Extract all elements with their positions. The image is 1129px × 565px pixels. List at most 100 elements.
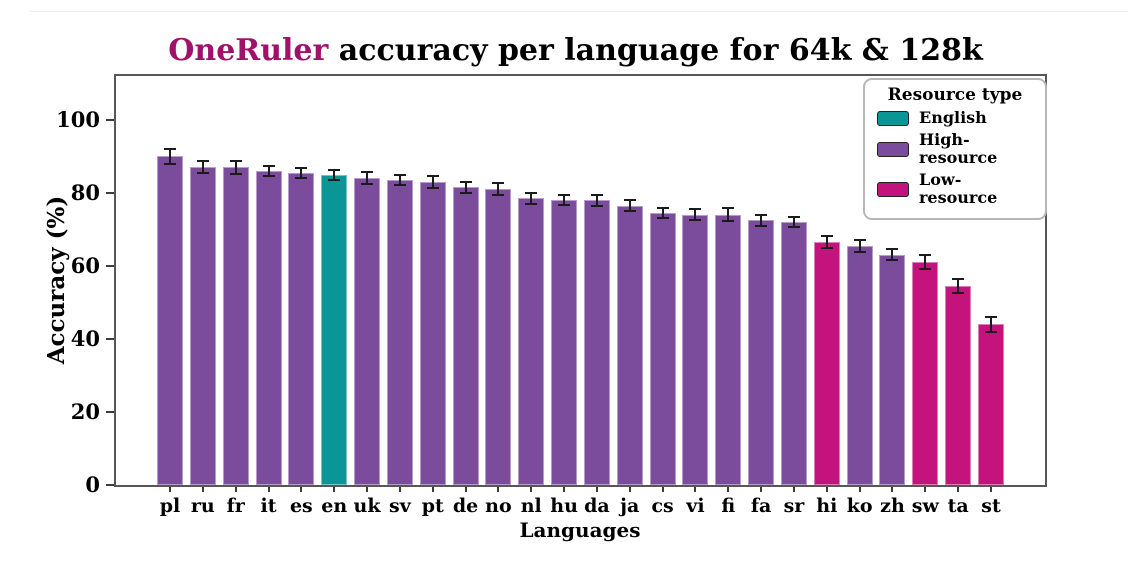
error-cap-bottom-st <box>985 330 997 333</box>
x-tick-label-es: es <box>289 495 313 517</box>
error-cap-top-vi <box>689 208 702 211</box>
x-tick-label-cs: cs <box>651 495 674 517</box>
x-tick-label-uk: uk <box>353 495 381 517</box>
error-cap-bottom-fi <box>722 220 735 223</box>
legend-box: Resource type English High-resource Low-re… <box>863 78 1047 220</box>
error-cap-top-it <box>262 164 275 167</box>
error-bar-ta <box>957 279 960 293</box>
error-cap-bottom-de <box>459 191 472 194</box>
y-tick-100 <box>106 118 114 121</box>
y-tick-label-20: 20 <box>70 398 100 424</box>
x-tick-label-nl: nl <box>520 495 542 517</box>
x-tick-fa <box>760 487 763 492</box>
y-tick-label-60: 60 <box>70 252 100 278</box>
error-bar-it <box>267 165 270 177</box>
x-tick-sv <box>398 487 401 492</box>
x-tick-label-de: de <box>452 495 479 517</box>
error-cap-bottom-ja <box>623 210 636 213</box>
error-bar-de <box>464 182 467 193</box>
error-bar-sr <box>792 216 795 228</box>
error-bar-en <box>333 169 336 180</box>
x-tick-label-pt: pt <box>421 495 444 517</box>
legend-swatch-english <box>877 110 909 126</box>
x-tick-sr <box>792 487 795 492</box>
error-cap-top-hu <box>558 194 571 197</box>
bar-fi <box>715 214 742 485</box>
error-bar-hu <box>563 195 566 206</box>
error-cap-bottom-zh <box>886 259 899 262</box>
error-cap-bottom-da <box>590 204 603 207</box>
error-cap-top-sv <box>393 173 406 176</box>
legend-swatch-high_resource <box>877 141 909 157</box>
error-cap-bottom-ta <box>952 291 965 294</box>
x-tick-fr <box>234 487 237 492</box>
bar-hu <box>551 200 578 485</box>
error-bar-es <box>300 167 303 178</box>
decorative-hairline <box>30 11 1128 12</box>
error-bar-vi <box>694 209 697 221</box>
bar-da <box>583 200 610 485</box>
error-cap-bottom-no <box>492 194 505 197</box>
x-tick-hi <box>825 487 828 492</box>
x-tick-pl <box>169 487 171 492</box>
error-cap-bottom-pt <box>426 186 439 189</box>
x-tick-label-ta: ta <box>947 495 969 517</box>
legend-label-english: English <box>919 108 987 127</box>
x-tick-label-sw: sw <box>911 495 939 517</box>
error-cap-top-no <box>492 182 505 185</box>
error-bar-fi <box>727 208 730 222</box>
error-cap-bottom-pl <box>164 162 176 165</box>
error-cap-top-fr <box>229 160 242 163</box>
error-bar-fr <box>234 161 237 174</box>
error-cap-bottom-fa <box>755 224 768 227</box>
error-cap-bottom-es <box>295 176 308 179</box>
error-cap-bottom-sr <box>787 226 800 229</box>
x-tick-label-da: da <box>584 495 610 517</box>
x-tick-label-fi: fi <box>721 495 736 517</box>
error-cap-top-en <box>328 168 341 171</box>
error-bar-no <box>497 183 500 196</box>
x-tick-fi <box>727 487 730 492</box>
x-tick-label-hu: hu <box>550 495 578 517</box>
x-tick-nl <box>530 487 533 492</box>
error-cap-bottom-hi <box>820 247 833 250</box>
error-cap-bottom-fr <box>229 172 242 175</box>
error-bar-cs <box>661 207 664 219</box>
bar-es <box>288 172 315 485</box>
legend-item-high_resource: High-resource <box>877 131 1037 167</box>
y-tick-80 <box>106 191 114 194</box>
error-cap-bottom-ko <box>853 251 866 254</box>
bar-ta <box>945 285 972 485</box>
bar-it <box>255 170 282 485</box>
y-tick-label-100: 100 <box>56 106 100 132</box>
error-cap-top-sr <box>787 215 800 218</box>
bar-sw <box>912 262 939 485</box>
error-bar-ru <box>201 161 204 174</box>
error-cap-top-cs <box>656 206 669 209</box>
x-tick-label-en: en <box>321 495 348 517</box>
x-tick-vi <box>694 487 697 492</box>
x-tick-sw <box>924 487 927 492</box>
y-tick-label-40: 40 <box>70 325 100 351</box>
y-tick-60 <box>106 264 114 267</box>
bar-ru <box>189 167 216 485</box>
error-bar-pt <box>431 176 434 188</box>
bar-de <box>452 187 479 485</box>
chart-title-accent: OneRuler <box>168 33 329 68</box>
x-tick-label-zh: zh <box>880 495 905 517</box>
error-bar-ko <box>858 239 861 253</box>
error-cap-top-ko <box>853 238 866 241</box>
legend-label-high_resource: High-resource <box>919 130 998 167</box>
error-bar-nl <box>530 192 533 205</box>
error-bar-uk <box>366 172 369 185</box>
x-tick-es <box>300 487 303 492</box>
legend-rows: English High-resource Low-resource <box>873 109 1037 207</box>
x-tick-ko <box>858 487 861 492</box>
bar-en <box>321 174 348 485</box>
x-tick-cs <box>661 487 664 492</box>
x-tick-label-hi: hi <box>816 495 838 517</box>
error-cap-bottom-en <box>328 178 341 181</box>
chart-title: OneRuler accuracy per language for 64k &… <box>0 33 1129 68</box>
bar-ja <box>616 205 643 485</box>
x-tick-label-ja: ja <box>620 495 640 517</box>
